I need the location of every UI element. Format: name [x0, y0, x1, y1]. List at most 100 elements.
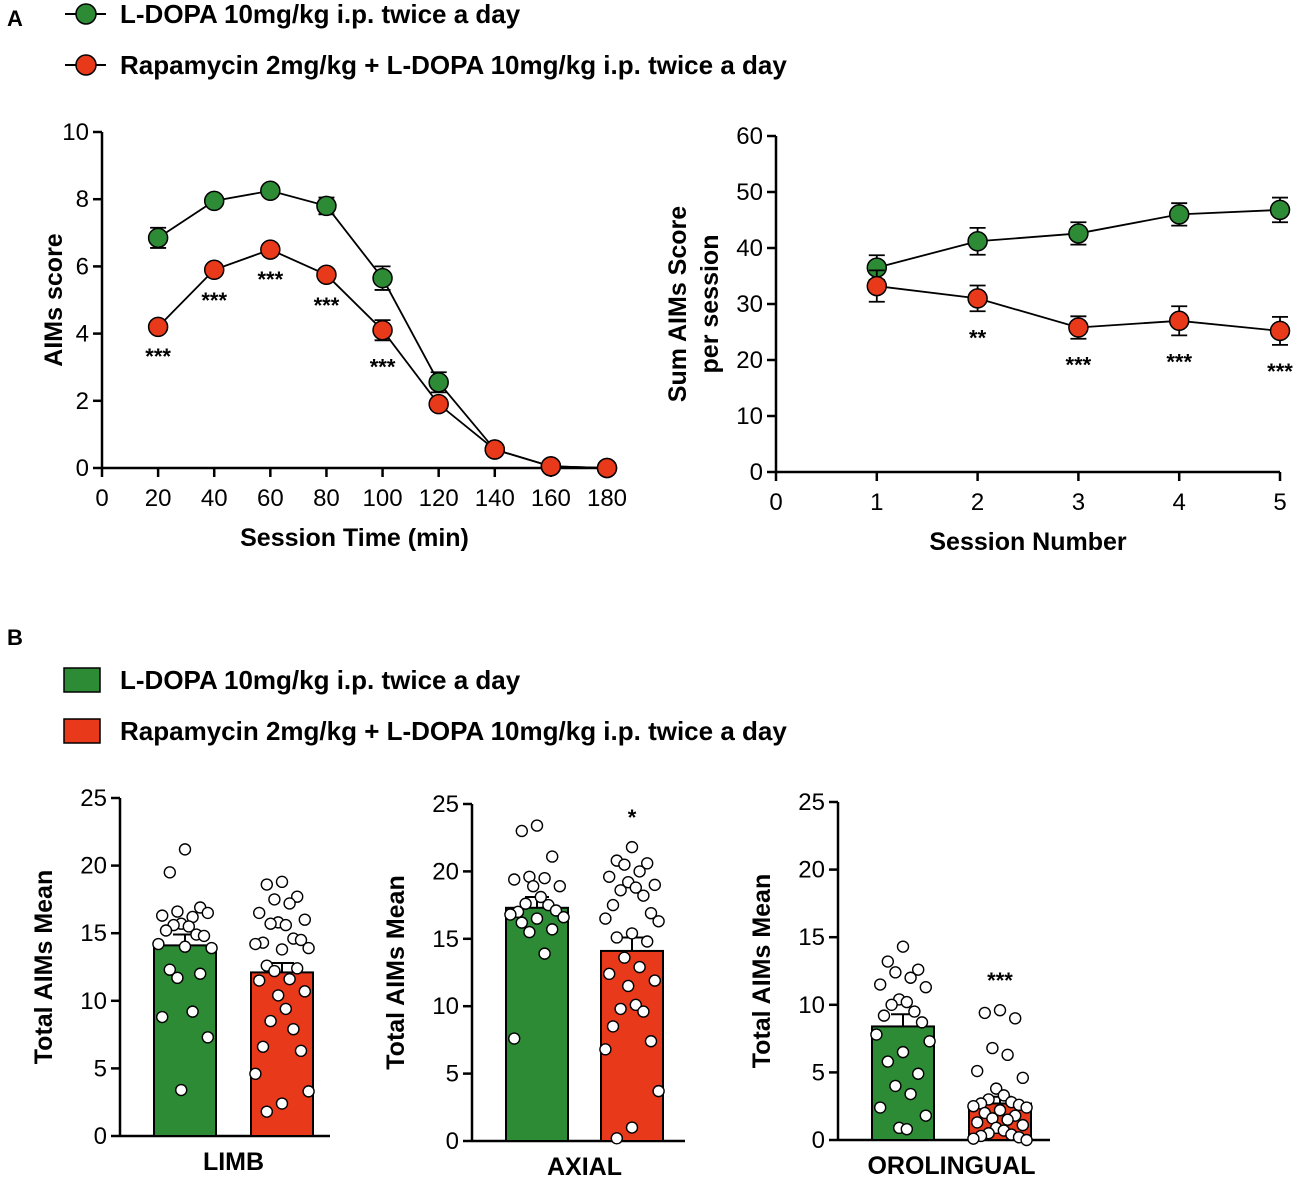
individual-point — [637, 889, 650, 902]
individual-point — [264, 917, 277, 930]
individual-point — [641, 857, 654, 870]
individual-point — [986, 1041, 999, 1055]
individual-point — [877, 1009, 891, 1022]
y-axis-title: Total AIMs Mean — [748, 874, 776, 1068]
individual-point — [298, 985, 311, 998]
y-tick-label: 6 — [76, 253, 89, 280]
data-point — [316, 195, 337, 217]
individual-point — [971, 1116, 984, 1129]
data-point — [203, 259, 225, 281]
x-tick-label: 160 — [531, 485, 571, 512]
individual-point — [155, 909, 169, 922]
data-point — [540, 456, 562, 477]
significance-mark: *** — [987, 968, 1013, 993]
individual-point — [923, 1035, 936, 1048]
individual-point — [553, 880, 566, 893]
individual-point — [298, 913, 311, 926]
x-tick-label: 5 — [1273, 489, 1286, 516]
individual-point — [279, 1002, 292, 1016]
individual-point — [633, 865, 646, 878]
significance-mark: *** — [314, 293, 340, 318]
individual-point — [534, 890, 547, 904]
y-tick-label: 10 — [798, 992, 825, 1019]
x-tick-label: 1 — [870, 489, 883, 516]
individual-point — [637, 1005, 650, 1018]
category-label: OROLINGUAL — [867, 1152, 1035, 1179]
individual-point — [610, 1132, 623, 1145]
individual-point — [268, 893, 281, 906]
individual-point — [294, 933, 308, 947]
individual-point — [557, 911, 570, 924]
category-label: AXIAL — [547, 1153, 622, 1179]
y-tick-label: 4 — [76, 321, 89, 348]
individual-point — [1020, 1133, 1033, 1147]
data-point — [1068, 223, 1089, 244]
individual-point — [302, 1085, 315, 1098]
legend-swatch — [63, 667, 101, 693]
y-tick-label: 5 — [94, 1055, 107, 1082]
data-point — [967, 231, 988, 252]
individual-point — [606, 1020, 620, 1033]
individual-point — [174, 1083, 188, 1097]
individual-point — [919, 981, 932, 994]
individual-point — [201, 906, 215, 920]
individual-point — [603, 870, 616, 883]
individual-point — [629, 998, 642, 1012]
individual-point — [967, 1132, 980, 1145]
individual-point — [155, 1010, 169, 1024]
individual-point — [253, 974, 266, 987]
significance-mark: *** — [257, 267, 283, 292]
y-tick-label: 15 — [80, 920, 107, 947]
individual-point — [530, 912, 544, 925]
x-tick-label: 60 — [257, 485, 284, 512]
individual-point — [1001, 1048, 1014, 1062]
individual-point — [287, 1022, 300, 1036]
individual-point — [182, 920, 196, 933]
individual-point — [625, 840, 639, 854]
individual-point — [618, 858, 631, 871]
y-tick-label: 5 — [446, 1061, 459, 1088]
individual-point — [508, 1032, 521, 1045]
individual-point — [644, 906, 658, 920]
individual-point — [515, 916, 528, 929]
individual-point — [919, 1109, 932, 1122]
panel-label-a: A — [7, 6, 23, 31]
x-tick-label: 20 — [145, 485, 172, 512]
individual-point — [508, 873, 521, 886]
legend-label: L-DOPA 10mg/kg i.p. twice a day — [120, 0, 521, 29]
legend-label: L-DOPA 10mg/kg i.p. twice a day — [120, 665, 521, 695]
data-point — [372, 319, 393, 341]
individual-point — [283, 972, 296, 986]
individual-point — [291, 962, 304, 975]
y-tick-label: 40 — [736, 235, 763, 262]
significance-mark: ** — [969, 325, 987, 350]
y-tick-label: 60 — [736, 123, 763, 150]
data-point — [372, 267, 393, 289]
individual-point — [171, 971, 184, 985]
individual-point — [885, 998, 898, 1011]
individual-point — [629, 881, 642, 894]
individual-point — [523, 925, 536, 939]
x-axis-title: Session Time (min) — [240, 524, 469, 552]
individual-point — [633, 960, 646, 974]
x-axis-title: Session Number — [929, 528, 1127, 556]
significance-mark: *** — [201, 288, 227, 313]
individual-point — [614, 884, 627, 897]
data-point — [1068, 317, 1089, 338]
individual-point — [904, 1087, 917, 1101]
individual-point — [618, 951, 631, 964]
y-tick-label: 10 — [736, 403, 763, 430]
individual-point — [881, 955, 894, 968]
individual-point — [900, 995, 913, 1009]
individual-point — [993, 1104, 1007, 1117]
individual-point — [1020, 1101, 1033, 1114]
individual-point — [264, 1014, 277, 1028]
individual-point — [249, 1067, 262, 1081]
individual-point — [279, 918, 292, 932]
individual-point — [275, 875, 289, 889]
bar — [505, 906, 569, 1143]
individual-point — [527, 880, 540, 893]
individual-point — [302, 941, 315, 955]
